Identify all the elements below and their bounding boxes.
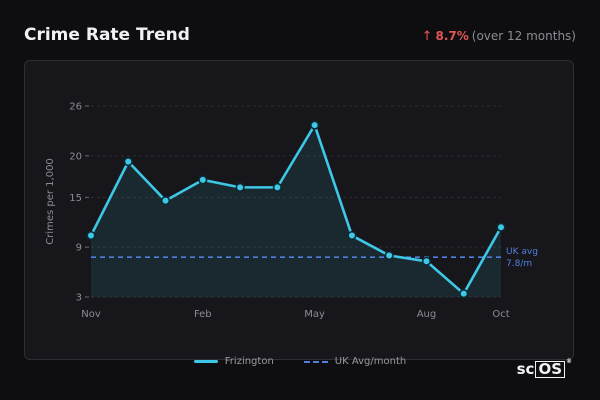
- page-title: Crime Rate Trend: [24, 25, 190, 45]
- chart-card: [24, 60, 574, 360]
- data-point[interactable]: [86, 230, 96, 241]
- data-point[interactable]: [496, 222, 506, 232]
- data-point[interactable]: [459, 289, 469, 299]
- uk-average-value-label: 7.8/m: [506, 259, 532, 269]
- trend-up-icon: ↑: [421, 29, 433, 44]
- data-point[interactable]: [310, 120, 320, 130]
- change-percent: 8.7%: [435, 29, 469, 43]
- logo-box-text: OS: [535, 360, 565, 378]
- y-tick-label: 3: [76, 293, 82, 304]
- x-tick-label-feb: Feb: [194, 309, 212, 320]
- uk-average-label: UK avg: [506, 247, 538, 257]
- legend-label-average: UK Avg/month: [334, 356, 407, 367]
- change-note: (over 12 months): [471, 29, 576, 43]
- y-tick-label: 26: [69, 102, 82, 113]
- x-tick-label-nov: Nov: [81, 309, 101, 320]
- legend-item-average[interactable]: UK Avg/month: [303, 356, 407, 367]
- legend-swatch-average: [303, 360, 328, 363]
- series-area: [91, 125, 501, 297]
- data-point[interactable]: [384, 250, 394, 261]
- data-point[interactable]: [123, 157, 133, 167]
- logo-text: sc: [516, 360, 535, 378]
- series-line-frizington: [89, 123, 503, 295]
- data-point[interactable]: [160, 196, 171, 206]
- y-tick-label: 15: [69, 193, 82, 204]
- change-summary: ↑ 8.7% (over 12 months): [422, 29, 576, 44]
- chart-legend: Frizington UK Avg/month: [0, 356, 600, 367]
- x-tick-label-may: May: [304, 309, 325, 320]
- x-tick-label-oct: Oct: [492, 309, 509, 320]
- data-point[interactable]: [421, 256, 432, 266]
- data-point[interactable]: [235, 182, 245, 192]
- y-tick-label: 9: [76, 243, 82, 254]
- legend-swatch-series: [193, 360, 218, 363]
- logo-registered-mark: ®: [566, 357, 572, 365]
- data-point[interactable]: [272, 182, 282, 192]
- brand-logo: sc OS ®: [516, 357, 572, 379]
- y-axis-label: Crimes per 1,000: [45, 158, 56, 245]
- data-point[interactable]: [198, 175, 208, 185]
- legend-label-series: Frizington: [224, 356, 274, 367]
- y-tick-label: 20: [69, 151, 82, 162]
- x-tick-label-aug: Aug: [417, 309, 437, 320]
- legend-item-series[interactable]: Frizington: [193, 356, 274, 367]
- data-point[interactable]: [347, 230, 357, 241]
